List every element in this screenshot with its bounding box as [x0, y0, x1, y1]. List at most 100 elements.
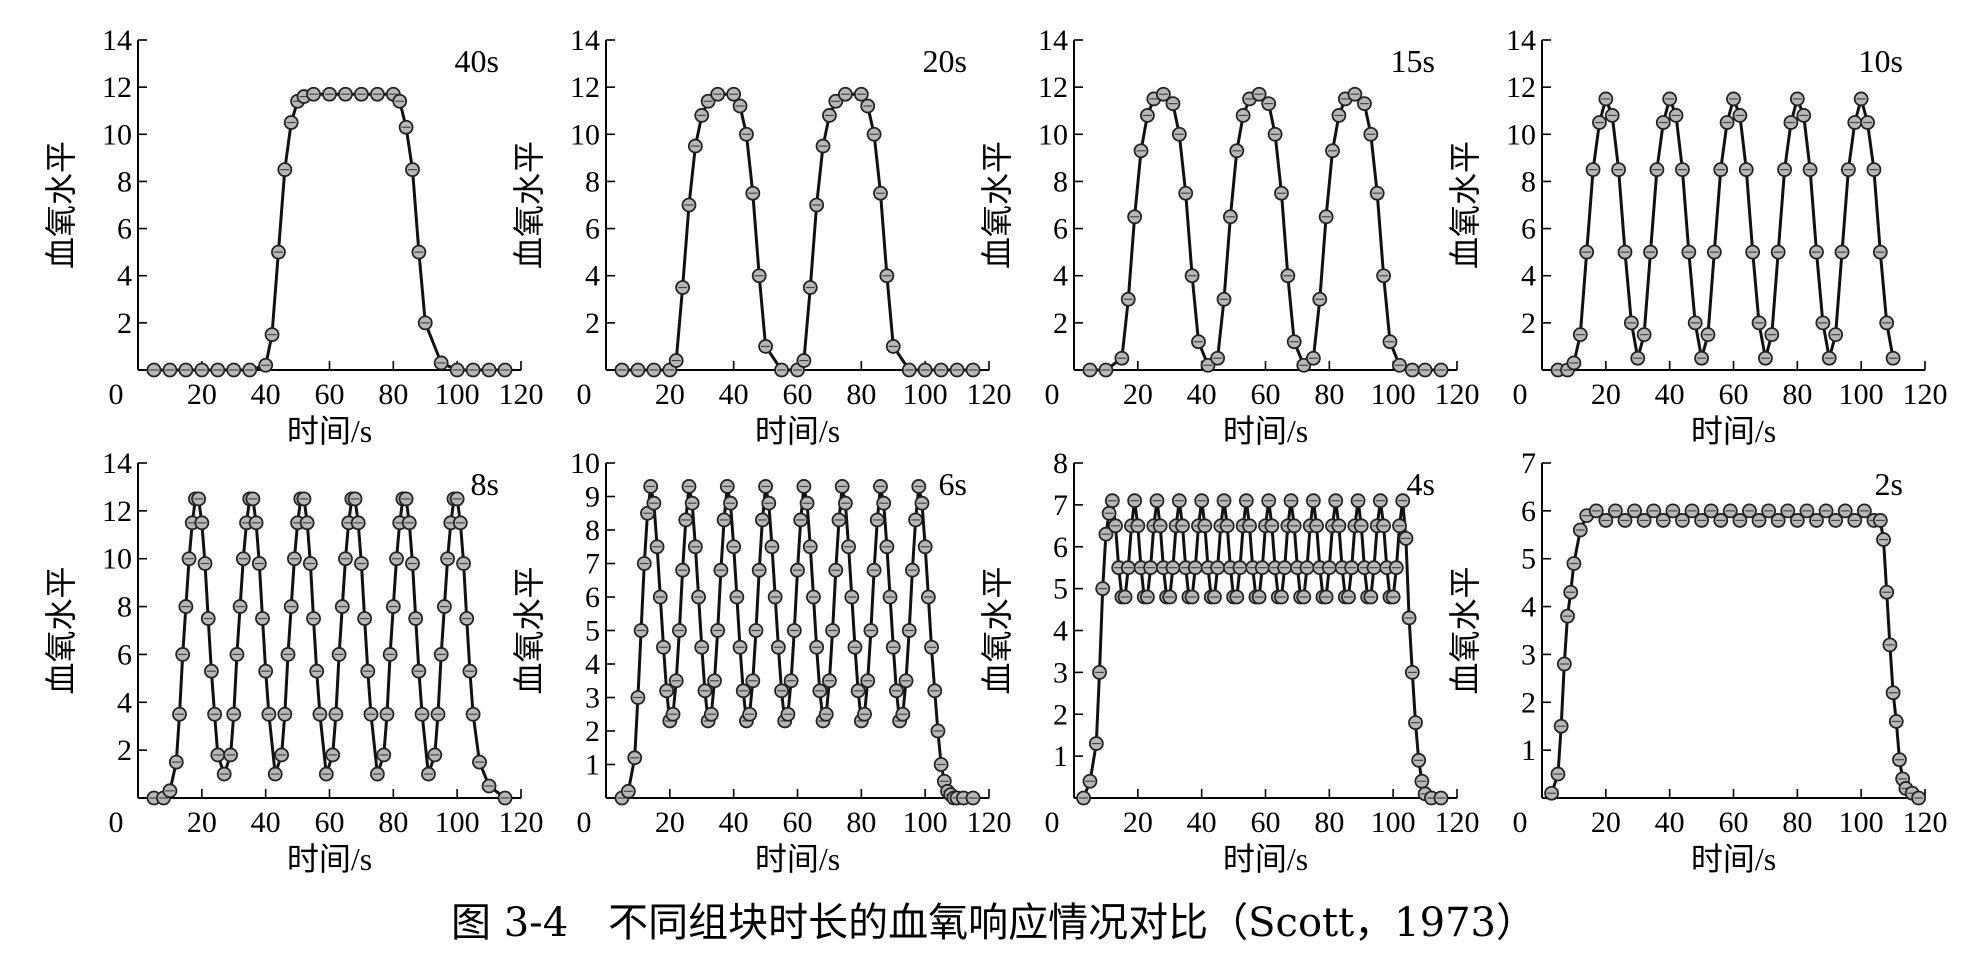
data-point — [850, 683, 866, 699]
data-point — [411, 244, 427, 260]
data-point — [873, 479, 888, 494]
data-point — [1088, 736, 1104, 751]
data-point — [1598, 513, 1614, 528]
data-point — [283, 115, 299, 130]
data-point — [210, 362, 226, 378]
data-point — [1184, 589, 1200, 605]
y-tick-label: 5 — [1521, 543, 1536, 576]
figure-caption: 图 3-4 不同组块时长的血氧响应情况对比（Scott，1973） — [451, 900, 1536, 946]
x-tick-label: 20 — [187, 806, 217, 839]
data-point — [770, 639, 786, 655]
block-duration-label: 40s — [455, 43, 499, 79]
x-tick-label: 40 — [251, 378, 281, 411]
y-tick-label: 12 — [570, 71, 600, 104]
y-axis-label: 血氧水平 — [1447, 141, 1483, 269]
data-point — [643, 479, 659, 494]
data-point — [1777, 162, 1792, 178]
y-tick-label: 1 — [1521, 734, 1536, 767]
data-point — [1566, 556, 1582, 571]
y-tick-label: 12 — [1038, 71, 1068, 104]
y-tick-label: 4 — [1521, 260, 1536, 293]
data-point — [1627, 503, 1642, 519]
x-axis-label: 时间/s — [1691, 413, 1776, 449]
data-point — [357, 611, 373, 626]
data-point — [401, 515, 417, 531]
data-point — [1764, 327, 1780, 343]
data-point — [786, 623, 802, 638]
data-point — [1706, 244, 1722, 260]
data-point — [630, 690, 646, 705]
x-tick-label: 40 — [1655, 378, 1685, 411]
data-point — [1229, 589, 1245, 605]
data-point — [1318, 209, 1334, 225]
y-axis-label: 血氧水平 — [511, 566, 547, 694]
data-point — [1187, 560, 1203, 576]
y-tick-label: 4 — [117, 686, 132, 719]
data-point — [1770, 244, 1786, 260]
data-point — [745, 185, 761, 201]
data-point — [1611, 162, 1626, 178]
x-tick-label: 120 — [499, 378, 544, 411]
data-point — [1232, 560, 1248, 576]
data-point — [1376, 518, 1391, 534]
data-point — [216, 766, 232, 782]
x-tick-label: 120 — [1435, 806, 1480, 839]
data-point — [261, 706, 277, 722]
data-point — [1834, 244, 1850, 260]
data-point — [1719, 115, 1735, 130]
data-point — [1732, 108, 1748, 123]
data-point — [809, 639, 825, 655]
x-tick-label: 100 — [1839, 378, 1884, 411]
x-tick-label: 20 — [187, 378, 217, 411]
data-point — [1353, 518, 1369, 534]
data-point — [286, 551, 302, 567]
data-point — [879, 539, 895, 555]
data-point — [726, 86, 742, 102]
data-point — [879, 268, 895, 284]
data-point — [1210, 350, 1226, 366]
data-point — [1623, 315, 1639, 331]
data-point — [1331, 518, 1347, 534]
data-point — [1876, 532, 1891, 547]
data-point — [312, 706, 328, 722]
data-point — [1911, 790, 1927, 806]
data-point — [207, 706, 223, 722]
data-point — [1184, 268, 1200, 284]
data-point — [927, 683, 943, 699]
data-point — [809, 197, 825, 213]
data-point — [382, 647, 398, 662]
data-point — [1411, 752, 1427, 768]
data-point — [369, 766, 385, 782]
y-tick-label: 10 — [570, 447, 600, 480]
x-tick-label: 80 — [846, 806, 876, 839]
block-duration-label: 15s — [1391, 43, 1435, 79]
data-point — [1254, 560, 1270, 576]
data-point — [1433, 362, 1449, 378]
data-point — [1171, 126, 1187, 142]
y-tick-label: 3 — [585, 682, 600, 715]
data-point — [251, 556, 267, 571]
x-tick-label: 100 — [903, 806, 948, 839]
data-point — [162, 783, 178, 799]
y-tick-label: 4 — [1521, 591, 1536, 624]
data-point — [1553, 718, 1569, 734]
data-point — [430, 706, 446, 722]
data-point — [1286, 518, 1302, 534]
data-point — [719, 479, 735, 494]
data-point — [860, 673, 876, 689]
y-tick-label: 7 — [1053, 489, 1068, 522]
y-axis-label: 血氧水平 — [979, 141, 1015, 269]
chart-panel-5: 2 4 6 8 10 12 14 0 20 40 60 80 100 120 时间/s 血氧水平 8s — [43, 447, 544, 877]
data-point — [687, 539, 703, 555]
y-tick-label: 2 — [585, 307, 600, 340]
data-point — [895, 706, 911, 722]
data-point — [1745, 244, 1761, 260]
data-point — [828, 562, 844, 578]
data-point — [1675, 162, 1690, 178]
data-point — [1277, 560, 1293, 576]
data-point — [306, 611, 321, 626]
x-tick-label: 20 — [1591, 378, 1621, 411]
data-point — [459, 611, 475, 626]
data-point — [822, 108, 837, 123]
data-point — [1630, 350, 1646, 366]
